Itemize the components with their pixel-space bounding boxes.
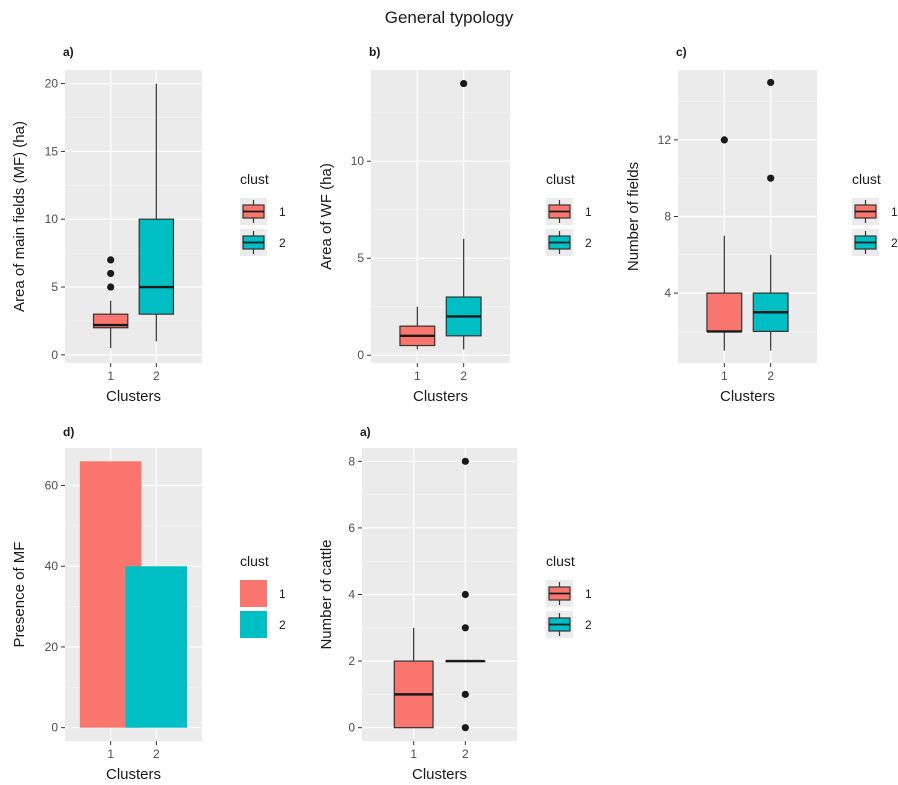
panel-b: 0 5 10 1 2 b) Clusters Area of WF (ha) clust 1 2: [318, 45, 592, 405]
outlier-point: [460, 79, 468, 88]
legend-c: clust 1 2: [852, 171, 898, 256]
legend-entry-label: 2: [585, 236, 592, 250]
x-axis-title: Clusters: [106, 388, 161, 405]
x-tick-label: 1: [107, 369, 114, 383]
outlier-point: [767, 174, 775, 182]
y-tick-label: 15: [45, 144, 59, 158]
y-axis-title: Presence of MF: [11, 542, 28, 648]
panel-label: b): [369, 45, 380, 59]
y-tick-label: 12: [658, 133, 672, 147]
outlier-point: [107, 269, 115, 278]
legend-e: clust 1 2: [546, 553, 592, 638]
y-tick-label: 0: [51, 348, 58, 362]
outlier-point: [461, 457, 469, 465]
y-tick-label: 0: [51, 721, 58, 735]
legend-entry-label: 2: [279, 618, 286, 632]
legend-entry-label: 2: [891, 236, 898, 250]
x-axis-title: Clusters: [720, 388, 775, 405]
legend-title: clust: [240, 171, 269, 187]
panel-d: 0 20 40 60 1 2 d) Clusters Presence of MF clust 1 2: [11, 425, 286, 783]
y-tick-label: 20: [45, 640, 59, 654]
legend-entry-label: 1: [279, 205, 286, 219]
panel-label: a): [360, 425, 371, 439]
x-tick-label: 1: [721, 369, 728, 383]
outlier-point: [461, 724, 469, 732]
y-tick-label: 20: [45, 77, 59, 91]
legend-title: clust: [546, 553, 575, 569]
x-axis-title: Clusters: [412, 766, 467, 783]
y-tick-label: 0: [348, 721, 355, 735]
x-tick-label: 2: [460, 369, 467, 383]
legend-entry-label: 1: [891, 205, 898, 219]
x-tick-label: 2: [462, 747, 469, 761]
legend-entry-label: 1: [585, 587, 592, 601]
y-tick-label: 0: [357, 348, 364, 362]
y-tick-label: 8: [664, 210, 671, 224]
legend-key-1: [240, 580, 267, 607]
outlier-point: [107, 283, 115, 291]
outlier-point: [107, 256, 115, 264]
legend-b: clust 1 2: [546, 171, 592, 256]
x-tick-label: 1: [107, 747, 114, 761]
y-tick-label: 10: [351, 154, 365, 168]
panel-label: a): [63, 45, 74, 59]
figure-title: General typology: [384, 8, 514, 27]
y-tick-label: 5: [357, 251, 364, 265]
legend-title: clust: [546, 171, 575, 187]
legend-entry-label: 2: [585, 618, 592, 632]
panel-label: d): [63, 425, 74, 439]
legend-d: clust 1 2: [240, 553, 286, 638]
y-axis-title: Area of WF (ha): [318, 163, 335, 270]
x-tick-label: 1: [410, 747, 417, 761]
panel-background: [371, 70, 510, 363]
y-axis-title: Number of fields: [625, 162, 642, 271]
legend-a: clust 1 2: [240, 171, 286, 256]
bar-cluster-2: [125, 566, 188, 728]
x-tick-label: 2: [153, 747, 160, 761]
legend-title: clust: [852, 171, 881, 187]
y-tick-label: 10: [45, 212, 59, 226]
x-axis-title: Clusters: [106, 766, 161, 783]
panel-background: [65, 70, 202, 363]
panel-a: 0 5 10 15 20 1 2 a) Clusters Area of main fields …: [11, 45, 286, 405]
x-tick-label: 1: [414, 369, 421, 383]
y-tick-label: 5: [51, 280, 58, 294]
y-tick-label: 2: [348, 654, 355, 668]
y-axis-title: Number of cattle: [318, 539, 335, 649]
outlier-point: [461, 624, 469, 632]
y-axis-title: Area of main fields (MF) (ha): [11, 121, 28, 312]
x-tick-label: 2: [153, 369, 160, 383]
outlier-point: [767, 78, 775, 87]
x-tick-label: 2: [767, 369, 774, 383]
panel-label: c): [676, 45, 687, 59]
legend-entry-label: 1: [585, 205, 592, 219]
outlier-point: [720, 136, 728, 144]
y-tick-label: 6: [348, 521, 355, 535]
legend-key-2: [240, 611, 267, 638]
x-axis-title: Clusters: [413, 388, 468, 405]
box-cluster-2: [138, 218, 175, 315]
legend-entry-label: 1: [279, 587, 286, 601]
legend-entry-label: 2: [279, 236, 286, 250]
y-tick-label: 8: [348, 454, 355, 468]
y-tick-label: 40: [45, 559, 59, 573]
outlier-point: [461, 590, 469, 599]
box-cluster-1: [706, 292, 743, 333]
outlier-point: [461, 690, 469, 698]
y-tick-label: 4: [664, 286, 671, 300]
y-tick-label: 60: [45, 479, 59, 493]
panel-e: 0 2 4 6 8 1 2 a) Clusters Number of cattle clust 1 2: [318, 425, 592, 783]
y-tick-label: 4: [348, 588, 355, 602]
legend-title: clust: [240, 553, 269, 569]
